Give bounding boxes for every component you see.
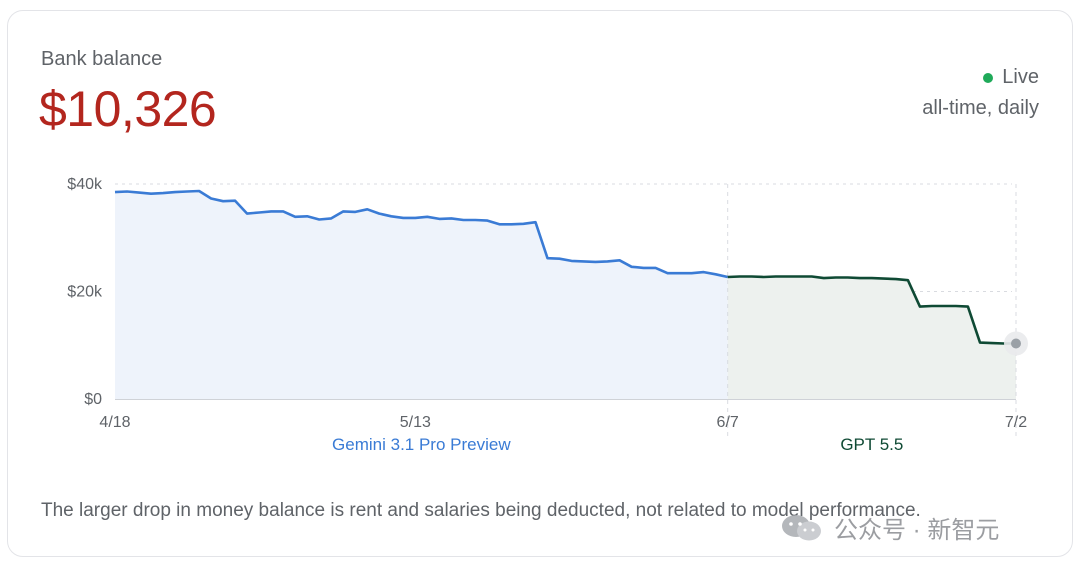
period-label: GPT 5.5 (840, 435, 903, 454)
range-label: all-time, daily (922, 97, 1039, 119)
watermark: 公众号 · 新智元 (780, 510, 999, 545)
footnote: The larger drop in money balance is rent… (41, 500, 921, 521)
live-status: Live (983, 66, 1039, 89)
series-area (727, 276, 1016, 399)
card-title: Bank balance (41, 48, 163, 70)
y-tick-label: $20k (67, 284, 103, 301)
y-tick-label: $40k (67, 176, 103, 193)
period-label: Gemini 3.1 Pro Preview (332, 435, 511, 454)
live-label: Live (1002, 66, 1039, 88)
live-dot-icon (983, 72, 994, 83)
x-tick-label: 7/2 (1005, 414, 1027, 431)
x-tick-label: 5/13 (400, 414, 431, 431)
series-line (727, 275, 1016, 345)
y-tick-label: $0 (84, 391, 102, 408)
endpoint-marker (1011, 338, 1021, 349)
series-area (115, 191, 728, 399)
watermark-text: 公众号 · 新智元 (834, 517, 1000, 544)
series-line (114, 189, 728, 279)
x-tick-label: 6/7 (717, 414, 739, 431)
wechat-icon (782, 514, 821, 540)
x-tick-label: 4/18 (99, 414, 130, 431)
balance-value: $10,326 (39, 81, 217, 137)
